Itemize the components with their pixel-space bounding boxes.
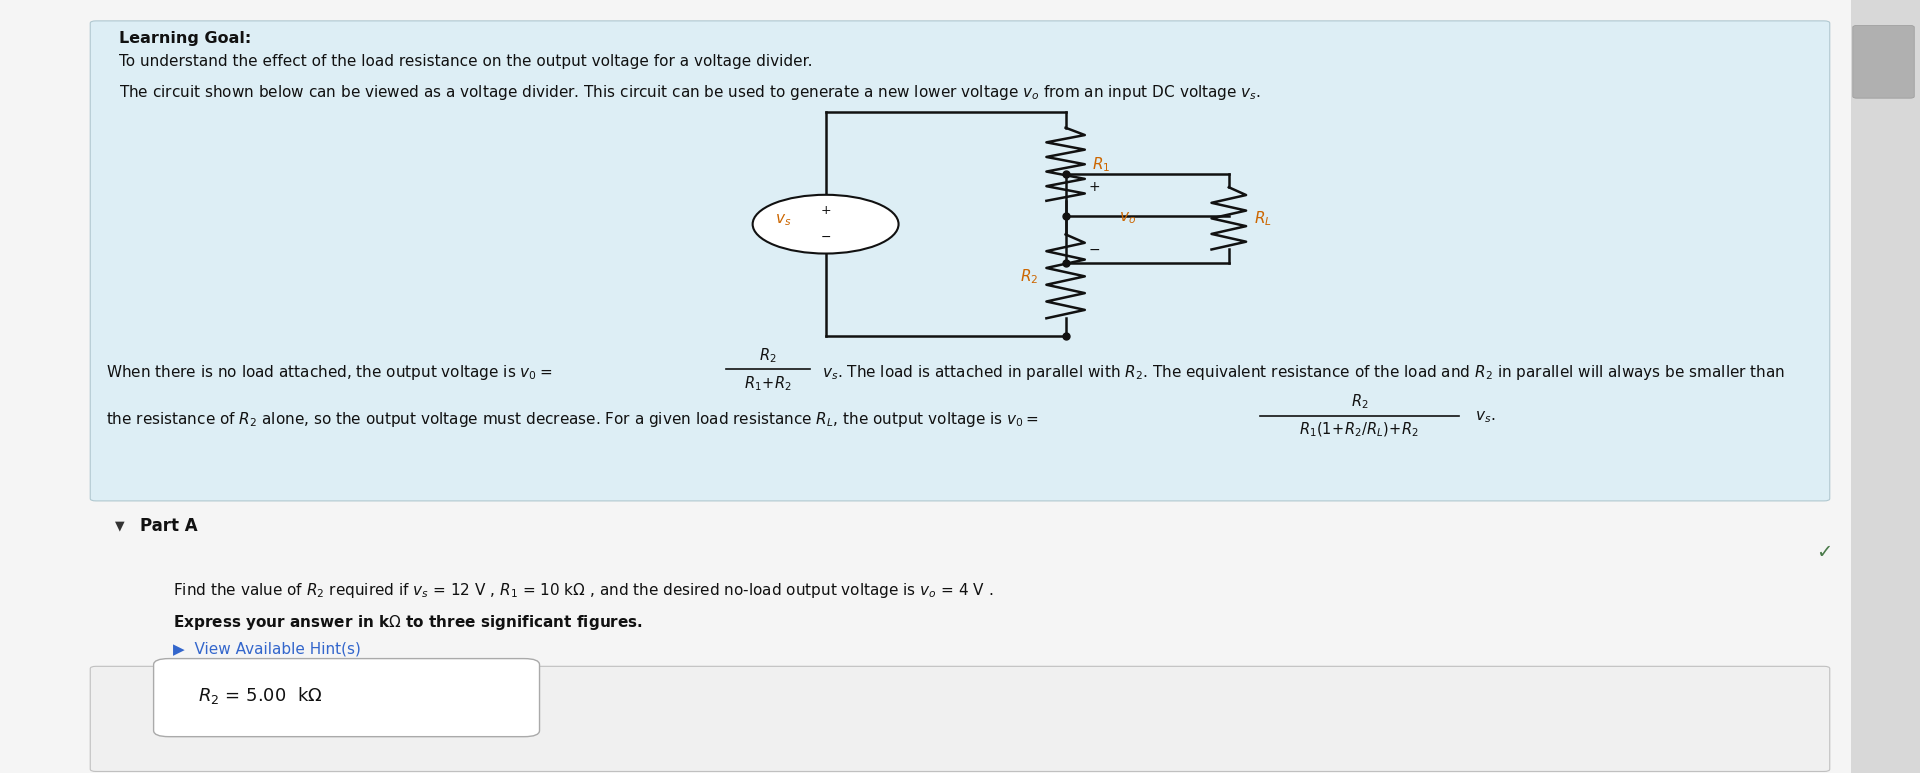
Text: +: +: [1089, 180, 1100, 194]
Text: $R_2$ = 5.00  k$\Omega$: $R_2$ = 5.00 k$\Omega$: [198, 685, 323, 707]
FancyBboxPatch shape: [90, 21, 1830, 501]
Text: $R_L$: $R_L$: [1254, 209, 1271, 228]
Text: Part A: Part A: [140, 516, 198, 535]
Text: $R_2$: $R_2$: [1350, 393, 1369, 411]
Text: $R_2$: $R_2$: [1020, 267, 1039, 286]
Text: $R_1$: $R_1$: [1092, 155, 1112, 174]
Text: $R_1(1\!+\!R_2/R_L)\!+\!R_2$: $R_1(1\!+\!R_2/R_L)\!+\!R_2$: [1300, 421, 1419, 439]
Text: The circuit shown below can be viewed as a voltage divider. This circuit can be : The circuit shown below can be viewed as…: [119, 83, 1261, 102]
Text: −: −: [1089, 243, 1100, 257]
Text: $R_1\!+\!R_2$: $R_1\!+\!R_2$: [745, 374, 791, 393]
Text: $R_2$: $R_2$: [758, 346, 778, 365]
Text: $v_s$: $v_s$: [774, 213, 791, 228]
Text: ▼: ▼: [115, 519, 125, 532]
Text: ✓: ✓: [1816, 543, 1832, 562]
FancyBboxPatch shape: [1851, 0, 1920, 773]
Text: −: −: [820, 231, 831, 244]
Text: To understand the effect of the load resistance on the output voltage for a volt: To understand the effect of the load res…: [119, 54, 812, 69]
Text: ▶  View Available Hint(s): ▶ View Available Hint(s): [173, 642, 361, 656]
Text: the resistance of $R_2$ alone, so the output voltage must decrease. For a given : the resistance of $R_2$ alone, so the ou…: [106, 410, 1039, 429]
Text: Express your answer in k$\Omega$ to three significant figures.: Express your answer in k$\Omega$ to thre…: [173, 613, 643, 632]
Text: $v_s$. The load is attached in parallel with $R_2$. The equivalent resistance of: $v_s$. The load is attached in parallel …: [822, 363, 1786, 383]
FancyBboxPatch shape: [154, 659, 540, 737]
Text: When there is no load attached, the output voltage is $v_0 =$: When there is no load attached, the outp…: [106, 363, 551, 383]
FancyBboxPatch shape: [90, 666, 1830, 771]
Text: $v_s$.: $v_s$.: [1475, 410, 1496, 425]
Text: Learning Goal:: Learning Goal:: [119, 31, 252, 46]
FancyBboxPatch shape: [1853, 26, 1914, 98]
Text: $v_o$: $v_o$: [1119, 210, 1137, 226]
Circle shape: [753, 195, 899, 254]
Text: Find the value of $R_2$ required if $v_s$ = 12 V , $R_1$ = 10 k$\Omega$ , and th: Find the value of $R_2$ required if $v_s…: [173, 581, 993, 601]
Text: +: +: [820, 204, 831, 217]
